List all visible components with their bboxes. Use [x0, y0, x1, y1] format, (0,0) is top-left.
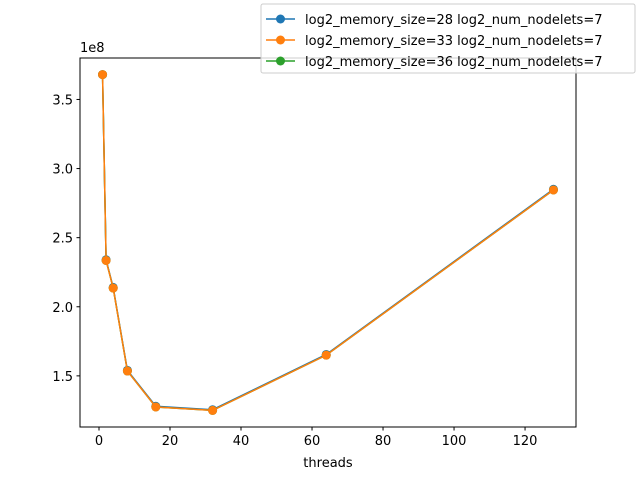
legend-marker	[276, 56, 285, 66]
x-tick-label: 120	[513, 434, 538, 449]
y-tick-label: 2.5	[52, 232, 73, 247]
legend-label: log2_memory_size=36 log2_num_nodelets=7	[305, 55, 603, 70]
data-point	[321, 350, 331, 360]
x-tick-label: 20	[162, 434, 179, 449]
x-tick-label: 80	[375, 434, 392, 449]
y-tick-label: 1.5	[52, 370, 73, 385]
data-point	[151, 402, 161, 412]
legend: log2_memory_size=28 log2_num_nodelets=7l…	[260, 3, 636, 74]
legend-label: log2_memory_size=28 log2_num_nodelets=7	[305, 13, 603, 28]
y-tick-label: 2.0	[52, 301, 73, 316]
plot-area	[98, 70, 558, 415]
x-tick-label: 60	[304, 434, 321, 449]
y-tick-label: 3.5	[52, 93, 73, 108]
data-point	[101, 255, 111, 265]
legend-marker	[276, 14, 285, 24]
y-tick-label: 3.0	[52, 163, 73, 178]
x-tick-label: 0	[95, 434, 103, 449]
series-2	[98, 70, 558, 415]
x-axis-label: threads	[303, 456, 353, 471]
legend-entry: log2_memory_size=36 log2_num_nodelets=7	[266, 55, 603, 70]
y-axis: 1.5 2.0 2.5 3.0 3.5	[52, 93, 80, 385]
series-line	[101, 74, 554, 412]
data-point	[108, 283, 118, 293]
data-point	[122, 366, 132, 376]
legend-frame	[260, 3, 636, 74]
y-axis-multiplier: 1e8	[80, 41, 105, 56]
data-point	[98, 70, 108, 80]
legend-entry: log2_memory_size=33 log2_num_nodelets=7	[266, 34, 603, 49]
x-tick-label: 100	[442, 434, 467, 449]
x-tick-label: 40	[233, 434, 250, 449]
x-axis: 0 20 40 60 80 100 120	[95, 427, 538, 449]
legend-marker	[276, 35, 285, 45]
data-point	[208, 405, 218, 415]
data-point	[548, 185, 558, 195]
legend-entry: log2_memory_size=28 log2_num_nodelets=7	[266, 13, 603, 28]
legend-label: log2_memory_size=33 log2_num_nodelets=7	[305, 34, 603, 49]
